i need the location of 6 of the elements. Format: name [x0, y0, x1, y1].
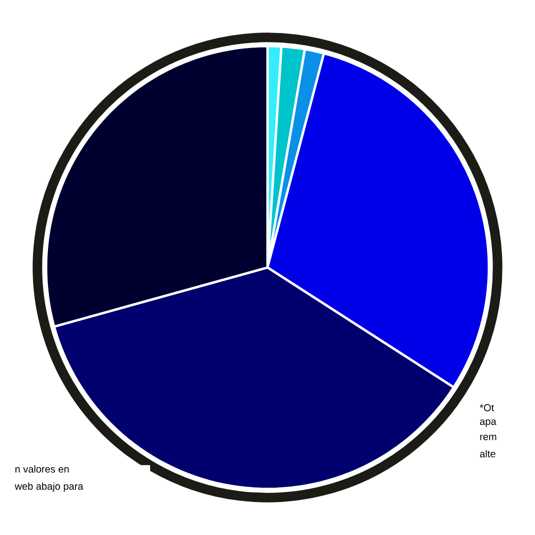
text: n valores en — [15, 465, 69, 473]
text: rem — [480, 434, 496, 440]
text: *Ot — [480, 404, 494, 412]
text: web abajo para — [14, 482, 84, 492]
text: alte — [480, 450, 496, 458]
text: apa — [480, 419, 496, 427]
